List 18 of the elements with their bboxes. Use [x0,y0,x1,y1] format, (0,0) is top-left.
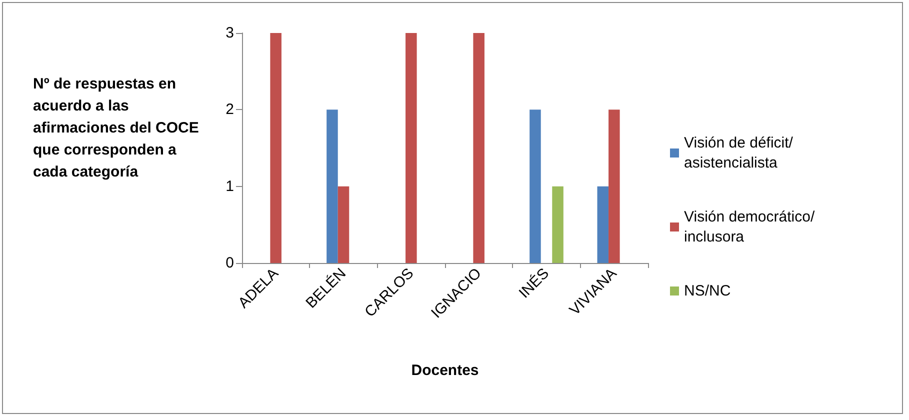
legend-label: Visión de déficit/asistencialista [684,134,794,172]
bar [608,110,620,263]
y-tick-label: 2 [226,101,234,118]
bar [326,110,338,263]
bar [473,33,484,263]
x-axis-title: Docentes [411,362,479,379]
y-tick-label: 3 [226,24,234,42]
y-axis-title: Nº de respuestas en acuerdo a las afirmaciones del COCE que corresponden a cada categoría [33,76,204,180]
y-tick-label: 1 [226,178,234,195]
bar [406,33,417,263]
bar [338,186,350,263]
bar [270,33,282,263]
legend-label: Visión democrático/inclusora [684,208,816,246]
legend-label: NS/NC [684,282,731,300]
bar [530,110,541,263]
y-tick-label: 0 [226,254,234,272]
bar [597,186,609,263]
bar [552,186,564,263]
